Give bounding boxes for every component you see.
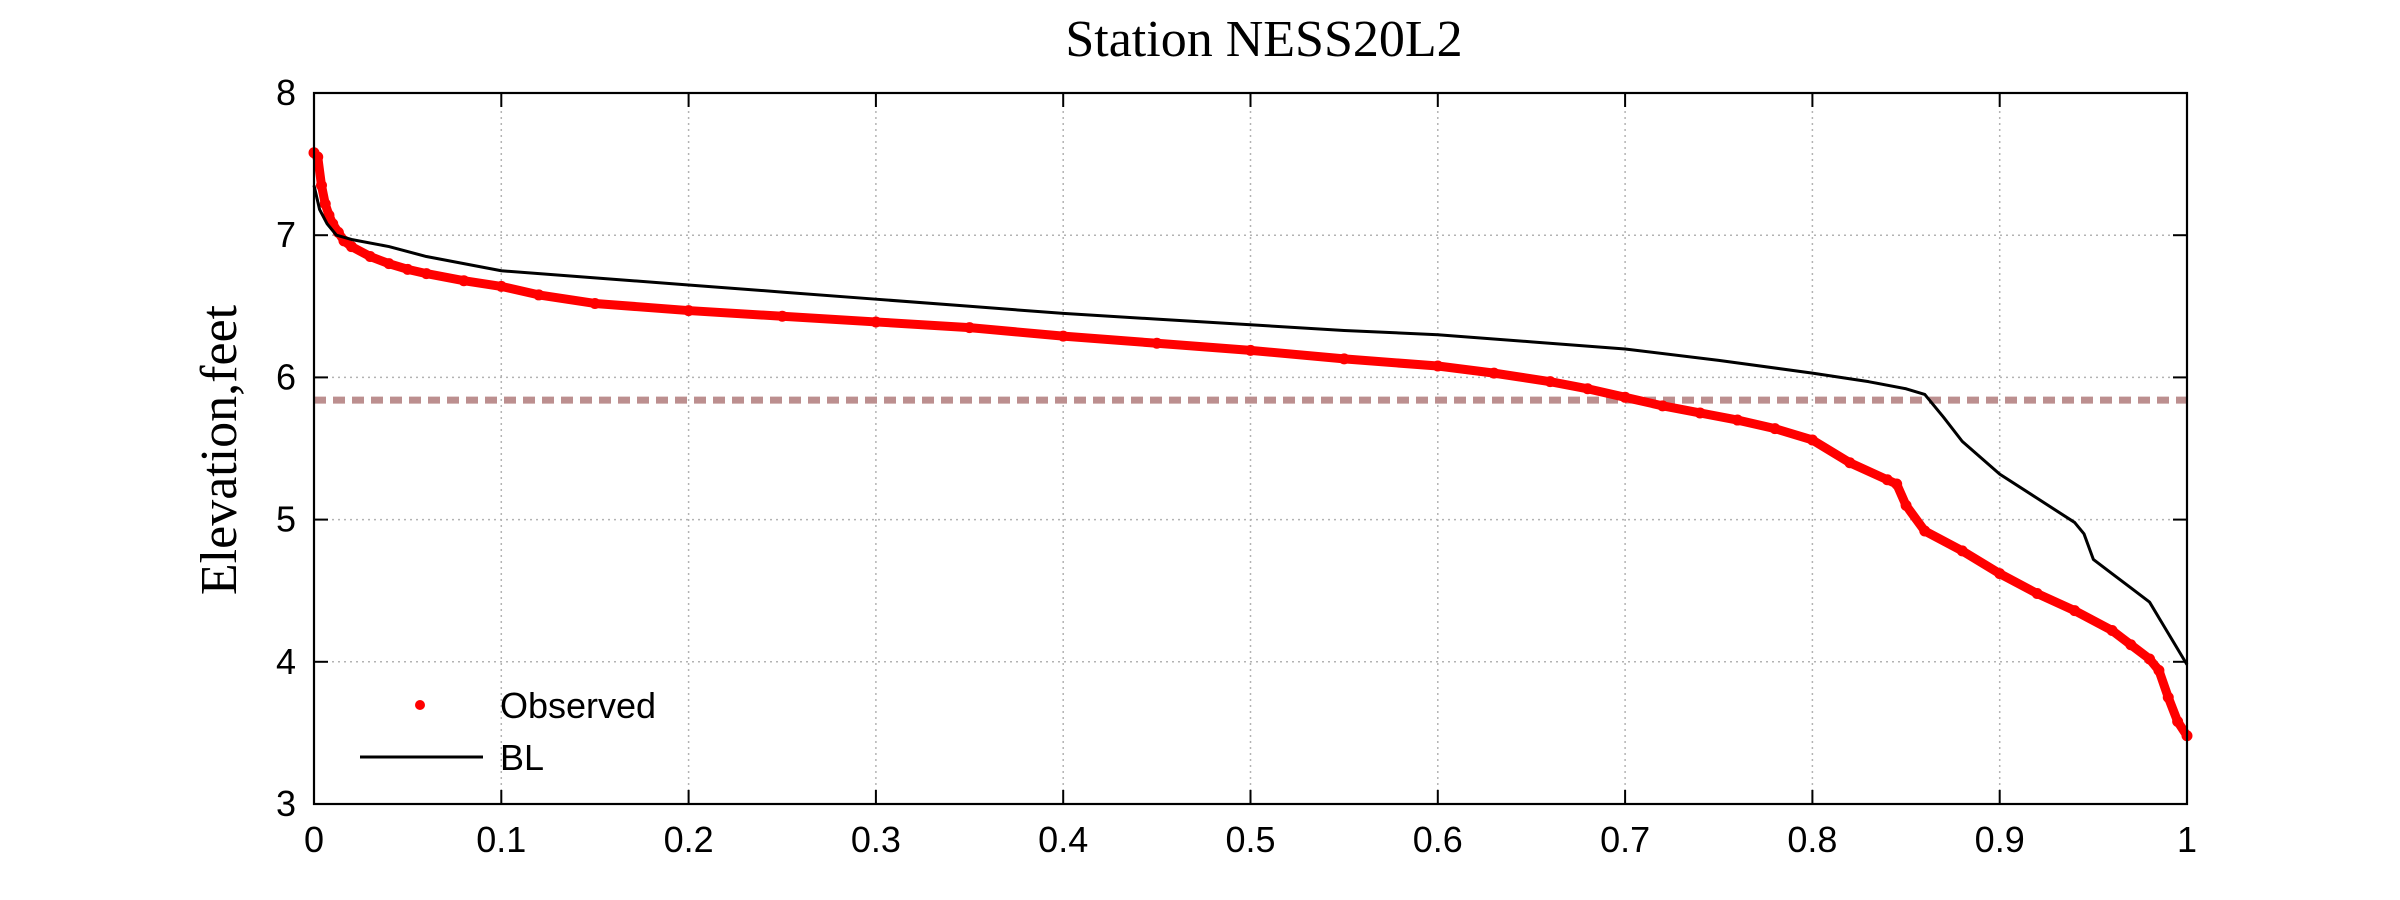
observed-point: [2069, 605, 2081, 617]
y-tick-label: 7: [276, 214, 296, 255]
observed-point: [1488, 367, 1500, 379]
observed-point: [2106, 625, 2118, 637]
chart-title: Station NESS20L2: [1065, 11, 1462, 68]
y-tick-label: 4: [276, 641, 296, 682]
x-tick-label: 0.7: [1600, 819, 1650, 860]
grid: [314, 93, 2187, 804]
y-tick-label: 6: [276, 356, 296, 397]
observed-point: [683, 305, 695, 317]
x-tick-label: 0.3: [851, 819, 901, 860]
observed-point: [1731, 414, 1743, 426]
observed-point: [1582, 383, 1594, 395]
observed-point: [1245, 344, 1256, 356]
observed-point: [1806, 434, 1818, 446]
observed-point: [1844, 457, 1856, 469]
observed-point: [345, 241, 357, 253]
observed-point: [1694, 407, 1706, 419]
axis-ticks: [313, 92, 2188, 805]
x-tick-label: 0.5: [1225, 819, 1275, 860]
observed-point: [319, 198, 331, 210]
observed-point: [1657, 400, 1669, 412]
observed-point: [964, 322, 976, 334]
y-tick-label: 8: [276, 72, 296, 113]
x-tick-label: 0.2: [664, 819, 714, 860]
observed-series: [308, 147, 2193, 742]
observed-point: [1544, 376, 1556, 388]
observed-point: [1881, 474, 1893, 486]
bl-line: [312, 185, 2189, 666]
observed-point: [364, 251, 376, 263]
x-tick-label: 0.1: [476, 819, 526, 860]
x-tick-label: 1: [2177, 819, 2197, 860]
observed-point: [870, 316, 882, 328]
y-axis-label: Elevation,feet: [191, 304, 248, 595]
observed-point: [2031, 588, 2043, 600]
observed-point: [1891, 478, 1903, 490]
legend-bl-label: BL: [500, 737, 544, 778]
observed-point: [1432, 360, 1444, 372]
observed-point: [1900, 499, 1912, 511]
observed-point: [315, 179, 327, 191]
x-tick-label: 0: [304, 819, 324, 860]
observed-point: [383, 258, 395, 270]
x-tick-labels: 0 0.1 0.2 0.3 0.4 0.5 0.6 0.7 0.8 0.9 1: [304, 819, 2197, 860]
observed-point: [495, 280, 507, 292]
observed-point: [2153, 664, 2165, 676]
observed-point: [458, 275, 470, 287]
observed-point: [2144, 653, 2156, 665]
observed-point: [2162, 691, 2174, 703]
observed-point: [1057, 330, 1069, 342]
observed-point: [589, 297, 601, 309]
legend-observed-marker: [415, 700, 425, 710]
x-tick-label: 0.6: [1413, 819, 1463, 860]
observed-point: [1994, 568, 2006, 580]
observed-point: [1956, 545, 1968, 557]
observed-point: [1151, 337, 1163, 349]
x-tick-label: 0.8: [1787, 819, 1837, 860]
legend-observed-label: Observed: [500, 685, 656, 726]
observed-point: [2125, 639, 2137, 651]
observed-point: [533, 289, 545, 301]
observed-point: [1919, 525, 1931, 537]
y-tick-label: 3: [276, 783, 296, 824]
y-tick-label: 5: [276, 499, 296, 540]
observed-trace: [309, 148, 2192, 741]
observed-point: [2172, 716, 2184, 728]
x-tick-label: 0.4: [1038, 819, 1088, 860]
observed-point: [776, 310, 788, 322]
legend: Observed BL: [360, 685, 656, 778]
observed-point: [1769, 423, 1781, 435]
observed-point: [1338, 353, 1350, 365]
y-tick-labels: 3 4 5 6 7 8: [276, 72, 296, 824]
observed-point: [402, 263, 414, 275]
observed-point: [420, 268, 432, 280]
bl-series: [312, 185, 2189, 666]
x-tick-label: 0.9: [1975, 819, 2025, 860]
observed-point: [1619, 391, 1631, 403]
observed-point: [323, 209, 335, 221]
